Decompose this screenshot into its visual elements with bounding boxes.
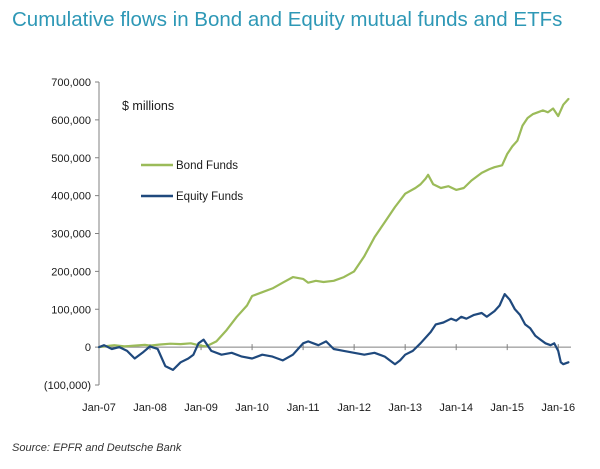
x-tick-label: Jan-09 <box>184 402 218 414</box>
y-tick-label: 0 <box>85 342 91 354</box>
y-tick-label: (100,000) <box>44 380 91 392</box>
x-tick-label: Jan-10 <box>235 402 269 414</box>
x-tick-label: Jan-08 <box>133 402 167 414</box>
x-tick-label: Jan-15 <box>490 402 524 414</box>
y-tick-label: 100,000 <box>51 304 91 316</box>
series-group <box>97 97 570 371</box>
x-axis-group: Jan-07 Jan-08 Jan-09 Jan-10 Jan-11 Jan-12 Jan-… <box>82 344 575 414</box>
y-tick-label: 500,000 <box>51 153 91 165</box>
y-tick-label: 400,000 <box>51 191 91 203</box>
x-tick-label: Jan-07 <box>82 402 116 414</box>
series-line-bond-funds <box>97 97 570 349</box>
y-tick-label: 600,000 <box>51 115 91 127</box>
x-tick-label: Jan-12 <box>337 402 371 414</box>
x-tick-label: Jan-14 <box>439 402 473 414</box>
x-tick-label: Jan-13 <box>388 402 422 414</box>
legend-label-bond-funds: Bond Funds <box>176 160 238 172</box>
y-tick-label: 700,000 <box>51 77 91 89</box>
series-line-equity-funds <box>97 293 570 371</box>
x-tick-label: Jan-16 <box>541 402 575 414</box>
x-tick-label: Jan-11 <box>287 402 320 414</box>
source-note: Source: EPFR and Deutsche Bank <box>12 442 182 454</box>
legend: Bond Funds Equity Funds <box>141 160 243 203</box>
y-tick-label: 300,000 <box>51 229 91 241</box>
y-tick-label: 200,000 <box>51 266 91 278</box>
unit-label: $ millions <box>122 99 174 113</box>
chart-title: Cumulative flows in Bond and Equity mutu… <box>12 8 563 31</box>
legend-label-equity-funds: Equity Funds <box>176 191 243 203</box>
y-axis-group: (100,000) 0 100,000 200,000 300,000 400,000 50… <box>44 77 100 392</box>
